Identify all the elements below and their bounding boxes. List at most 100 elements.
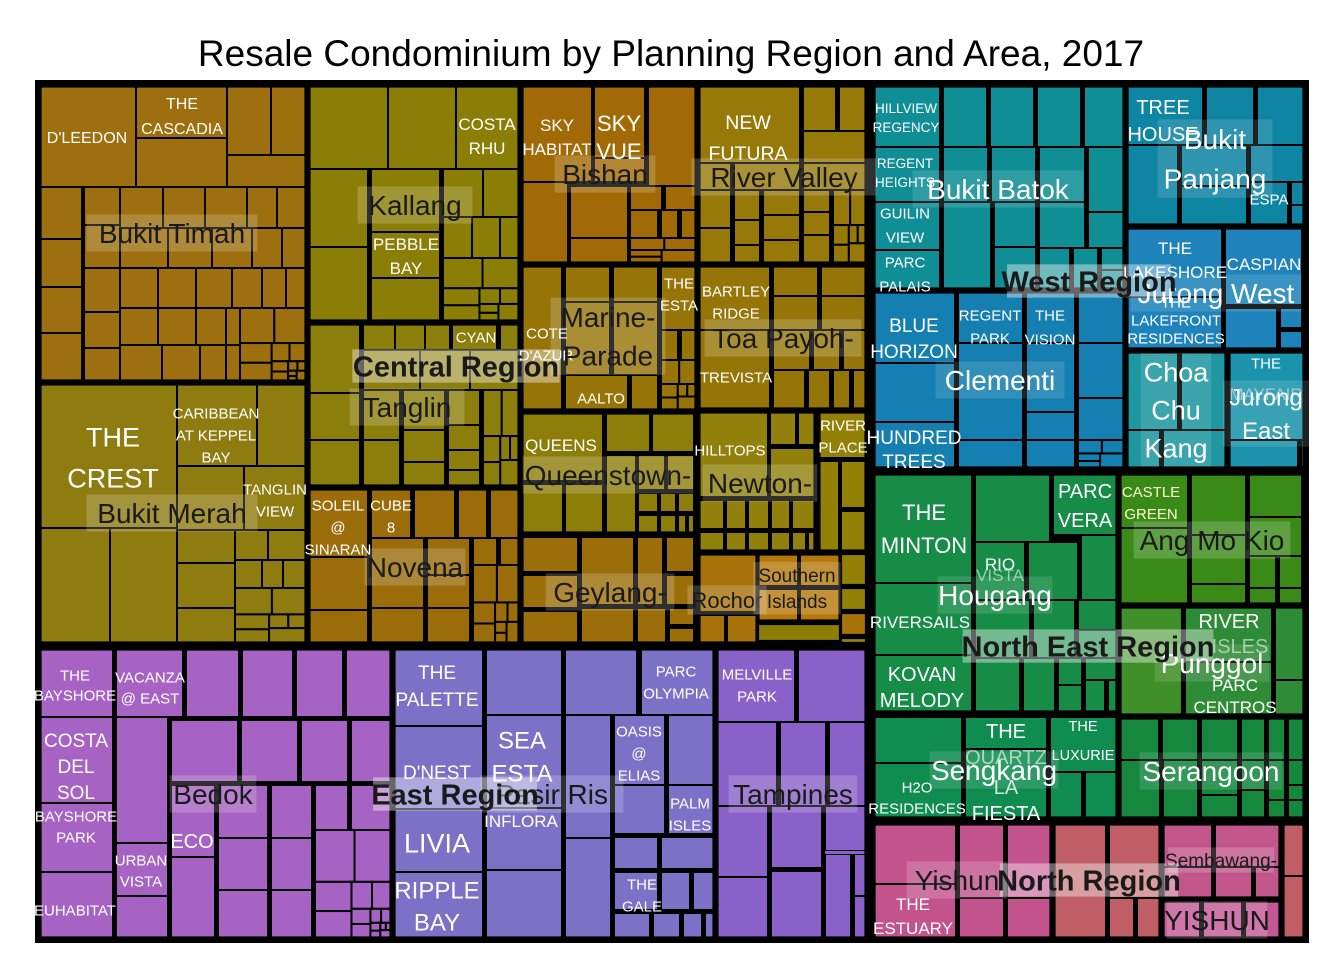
svg-text:Islands: Islands [767, 592, 827, 613]
svg-text:TREES: TREES [882, 452, 945, 473]
svg-text:YISHUN: YISHUN [1164, 905, 1270, 936]
svg-text:CASTLE: CASTLE [1122, 484, 1180, 501]
svg-text:AT KEPPEL: AT KEPPEL [176, 427, 256, 444]
svg-text:COTE: COTE [526, 325, 568, 342]
svg-text:VIEW: VIEW [886, 229, 925, 246]
svg-text:BAYSHORE: BAYSHORE [35, 808, 117, 825]
svg-text:Jurong West: Jurong West [1138, 278, 1295, 309]
svg-text:PARC: PARC [885, 254, 926, 271]
svg-text:THE: THE [627, 876, 657, 893]
svg-text:RIVERSAILS: RIVERSAILS [870, 613, 970, 632]
svg-text:CENTROS: CENTROS [1193, 698, 1276, 717]
svg-text:ESPA: ESPA [1250, 191, 1289, 208]
svg-text:RIO: RIO [985, 555, 1015, 574]
svg-text:Rochor: Rochor [692, 588, 763, 613]
svg-text:Kallang: Kallang [368, 190, 461, 221]
svg-text:Jurong: Jurong [1229, 385, 1302, 412]
svg-text:TREE: TREE [1136, 97, 1189, 119]
svg-text:GALE: GALE [622, 898, 662, 915]
svg-text:HILLVIEW: HILLVIEW [875, 101, 937, 116]
svg-text:PALM: PALM [670, 795, 710, 812]
svg-text:PARK: PARK [56, 829, 96, 846]
svg-text:GREEN: GREEN [1124, 506, 1177, 523]
svg-text:North Region: North Region [997, 865, 1181, 897]
svg-text:MAYFAIR: MAYFAIR [1229, 385, 1302, 404]
svg-text:River Valley: River Valley [710, 162, 857, 193]
svg-text:Bukit Merah: Bukit Merah [97, 498, 246, 529]
svg-text:BAYSHORE: BAYSHORE [34, 687, 116, 704]
svg-text:ECO: ECO [170, 831, 213, 853]
svg-text:VUE: VUE [596, 139, 641, 164]
svg-text:THE: THE [902, 500, 946, 525]
svg-text:LUXURIE: LUXURIE [1052, 748, 1115, 764]
svg-text:ESTUARY: ESTUARY [873, 919, 953, 938]
svg-text:VACANZA: VACANZA [115, 669, 185, 686]
svg-text:Queenstown-: Queenstown- [525, 460, 692, 491]
svg-text:@: @ [330, 519, 345, 536]
svg-text:Pasir Ris: Pasir Ris [496, 779, 608, 810]
svg-text:Clementi: Clementi [945, 365, 1055, 396]
svg-text:Ang Mo Kio: Ang Mo Kio [1140, 525, 1285, 556]
svg-text:Newton-: Newton- [708, 468, 812, 499]
svg-text:ESTA: ESTA [660, 297, 698, 314]
svg-text:CASPIAN: CASPIAN [1227, 255, 1302, 274]
svg-text:QUEENS: QUEENS [525, 436, 597, 455]
svg-text:TANGLIN: TANGLIN [243, 481, 307, 498]
svg-text:PEBBLE: PEBBLE [373, 235, 439, 254]
svg-text:HILLTOPS: HILLTOPS [694, 442, 765, 459]
svg-text:THE: THE [1251, 355, 1281, 372]
svg-text:PARC: PARC [656, 663, 697, 680]
svg-text:Panjang: Panjang [1164, 163, 1267, 194]
svg-text:BAY: BAY [390, 259, 423, 278]
svg-text:BAY: BAY [414, 910, 460, 937]
svg-text:THE: THE [166, 96, 198, 113]
svg-text:VIEW: VIEW [256, 503, 295, 520]
svg-text:BAY: BAY [202, 449, 231, 466]
svg-text:Sembawang-: Sembawang- [1165, 851, 1277, 872]
svg-text:RIPPLE: RIPPLE [394, 878, 479, 905]
svg-text:8: 8 [387, 519, 395, 536]
svg-text:Serangoon: Serangoon [1142, 756, 1279, 787]
svg-text:QUARTZ: QUARTZ [965, 747, 1047, 769]
svg-text:OASIS: OASIS [616, 723, 662, 740]
svg-text:Yishun: Yishun [915, 865, 1000, 896]
svg-text:REGENCY: REGENCY [873, 120, 940, 135]
svg-text:PLACE: PLACE [818, 439, 867, 456]
svg-text:THE: THE [1035, 307, 1065, 324]
svg-text:Tampines: Tampines [733, 779, 853, 810]
svg-text:MINTON: MINTON [881, 533, 967, 558]
svg-text:Bishan: Bishan [562, 159, 648, 190]
svg-text:H2O: H2O [902, 779, 933, 796]
svg-text:RHU: RHU [469, 139, 506, 158]
svg-text:RIVER: RIVER [1198, 611, 1259, 633]
svg-text:Bukit Batok: Bukit Batok [927, 174, 1070, 205]
svg-text:CUBE: CUBE [370, 497, 412, 514]
svg-text:INFLORA: INFLORA [484, 812, 558, 831]
svg-text:PARC: PARC [1212, 676, 1258, 695]
svg-text:Marine-: Marine- [561, 302, 656, 333]
svg-text:CREST: CREST [67, 464, 159, 494]
svg-text:ISLES: ISLES [669, 817, 712, 834]
svg-text:LIVIA: LIVIA [404, 829, 470, 859]
svg-text:Bedok: Bedok [173, 779, 253, 810]
svg-text:RIDGE: RIDGE [712, 305, 760, 322]
svg-text:VISTA: VISTA [976, 566, 1025, 585]
svg-text:West Region: West Region [1001, 266, 1176, 298]
svg-text:HORIZON: HORIZON [870, 342, 958, 363]
svg-text:SEA: SEA [498, 728, 546, 755]
svg-text:NEW: NEW [725, 112, 771, 134]
svg-text:ELIAS: ELIAS [618, 767, 661, 784]
svg-text:D'NEST: D'NEST [403, 763, 471, 784]
svg-text:BARTLEY: BARTLEY [702, 283, 770, 300]
svg-text:Central Region: Central Region [353, 351, 559, 383]
svg-text:URBAN: URBAN [115, 852, 168, 869]
svg-text:COSTA: COSTA [44, 731, 108, 752]
svg-text:SKY: SKY [540, 116, 574, 135]
svg-text:PARC: PARC [1058, 481, 1112, 503]
svg-text:Choa: Choa [1144, 358, 1210, 388]
svg-text:SKY: SKY [597, 111, 641, 136]
svg-text:Kang: Kang [1144, 433, 1207, 463]
svg-text:FIESTA: FIESTA [972, 803, 1041, 825]
svg-text:East: East [1242, 418, 1290, 445]
svg-text:Bukit: Bukit [1184, 124, 1246, 155]
